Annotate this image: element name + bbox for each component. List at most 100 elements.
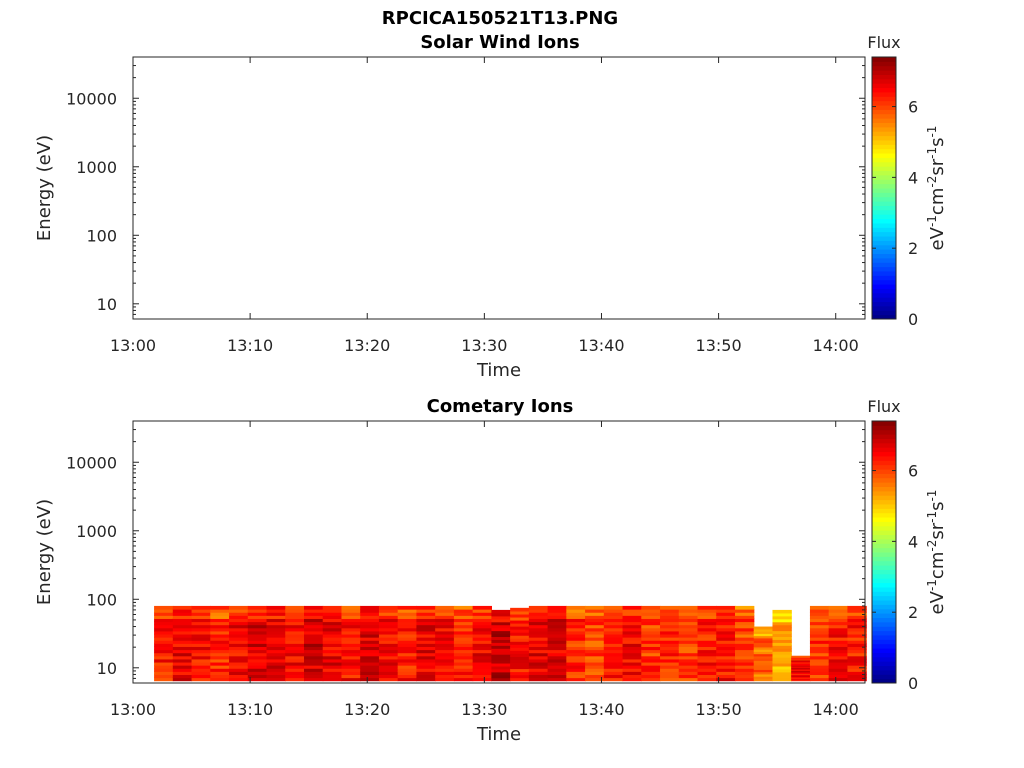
heatmap-cell <box>716 665 736 669</box>
heatmap-cell <box>378 665 399 669</box>
heatmap-cell <box>360 618 380 623</box>
heatmap-cell <box>809 671 830 675</box>
heatmap-cell <box>678 674 699 679</box>
heatmap-cell <box>528 652 549 657</box>
heatmap-cell <box>472 624 492 629</box>
heatmap-cell <box>341 630 361 635</box>
heatmap-cell <box>360 661 380 666</box>
heatmap-cell <box>266 627 286 632</box>
heatmap-cell <box>510 674 530 679</box>
heatmap-cell <box>285 658 305 663</box>
heatmap-cell <box>716 671 736 675</box>
heatmap-cell <box>491 657 511 661</box>
heatmap-cell <box>397 677 418 682</box>
heatmap-cell <box>397 665 418 669</box>
colorbar-segment <box>872 266 896 272</box>
heatmap-cell <box>641 652 661 657</box>
heatmap-cell <box>266 658 286 663</box>
heatmap-cell <box>641 671 661 675</box>
heatmap-cell <box>304 630 324 635</box>
heatmap-cell <box>566 624 586 629</box>
heatmap-cell <box>266 605 286 610</box>
heatmap-cell <box>154 649 174 654</box>
heatmap-cell <box>566 630 586 635</box>
heatmap-cell <box>210 618 230 623</box>
heatmap-cell <box>172 677 193 682</box>
colorbar-segment <box>872 421 896 426</box>
heatmap-cell <box>285 643 305 647</box>
colorbar-segment <box>872 591 896 597</box>
heatmap-cell <box>191 605 211 610</box>
heatmap-cell <box>453 605 474 610</box>
heatmap-cell <box>191 649 211 654</box>
heatmap-cell <box>322 630 343 635</box>
heatmap-cell <box>753 676 774 679</box>
heatmap-cell <box>304 609 324 613</box>
heatmap-cell <box>435 612 455 616</box>
heatmap-cell <box>528 621 549 626</box>
heatmap-cell <box>772 671 792 676</box>
heatmap-cell <box>828 612 849 616</box>
heatmap-cell <box>435 615 455 619</box>
colorbar-segment <box>872 205 896 211</box>
colorbar-segment <box>872 556 896 562</box>
heatmap-cell <box>566 621 586 626</box>
heatmap-cell <box>697 621 717 626</box>
heatmap-cell <box>528 609 549 613</box>
heatmap-cell <box>828 609 849 613</box>
heatmap-cell <box>191 624 211 629</box>
heatmap-cell <box>791 671 811 673</box>
heatmap-cell <box>322 649 343 654</box>
heatmap-cell <box>660 665 680 669</box>
x-axis-ticks: 13:00 13:10 13:20 13:30 13:40 13:50 14:00 <box>110 57 859 355</box>
heatmap-cell <box>266 665 286 669</box>
heatmap-cell <box>247 618 268 623</box>
heatmap-cell <box>247 671 268 675</box>
heatmap-cell <box>716 627 736 632</box>
heatmap-cell <box>735 621 755 626</box>
heatmap-cell <box>322 674 343 679</box>
heatmap-cell <box>735 658 755 663</box>
heatmap-cell <box>809 615 830 619</box>
heatmap-cell <box>472 643 492 647</box>
heatmap-cell <box>622 677 642 682</box>
colorbar-tick-label: 0 <box>908 310 918 329</box>
colorbar-segment <box>872 600 896 605</box>
heatmap-cell <box>285 615 305 619</box>
heatmap-cell <box>791 678 811 681</box>
heatmap-cell <box>716 677 736 682</box>
heatmap-cell <box>547 655 567 660</box>
heatmap-cell <box>416 609 436 613</box>
y-tick-label: 10 <box>97 659 117 678</box>
heatmap-cell <box>847 605 867 610</box>
heatmap-cell <box>322 637 343 641</box>
heatmap-cell <box>416 658 436 663</box>
heatmap-cell <box>772 642 792 646</box>
heatmap-cell <box>566 605 586 610</box>
heatmap-cell <box>360 624 380 629</box>
heatmap-cell <box>660 618 680 623</box>
heatmap-cell <box>304 624 324 629</box>
heatmap-cell <box>547 661 567 666</box>
heatmap-cell <box>547 643 567 647</box>
heatmap-cell <box>360 671 380 675</box>
heatmap-cell <box>566 649 586 654</box>
heatmap-cell <box>697 655 717 660</box>
heatmap-cell <box>809 646 830 651</box>
colorbar-segment <box>872 209 896 215</box>
heatmap-cell <box>210 646 230 651</box>
colorbar-segment <box>872 499 896 505</box>
heatmap-cell <box>716 668 736 672</box>
colorbar-segment <box>872 447 896 453</box>
heatmap-cell <box>472 605 492 610</box>
heatmap-cell <box>566 674 586 679</box>
heatmap-cell <box>735 643 755 647</box>
heatmap-cell <box>416 621 436 626</box>
heatmap-cell <box>191 661 211 666</box>
heatmap-cell <box>229 624 249 629</box>
heatmap-cell <box>191 612 211 616</box>
panel-title: Solar Wind Ions <box>420 32 579 53</box>
colorbar-segment <box>872 144 896 150</box>
heatmap-cell <box>472 646 492 651</box>
